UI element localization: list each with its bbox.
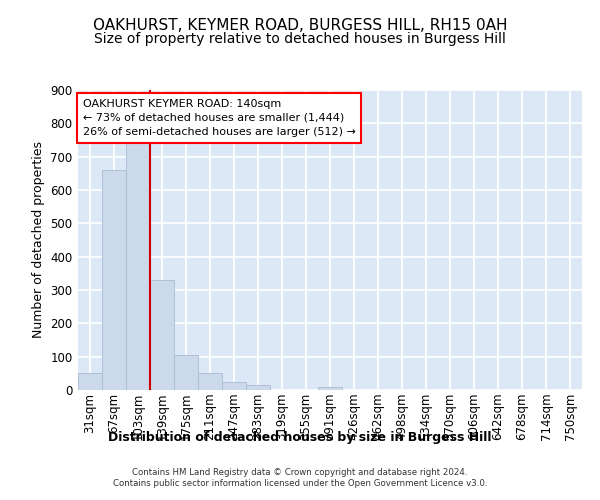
Bar [78,374,102,390]
Bar [222,382,246,390]
Bar [198,374,222,390]
Text: OAKHURST, KEYMER ROAD, BURGESS HILL, RH15 0AH: OAKHURST, KEYMER ROAD, BURGESS HILL, RH1… [93,18,507,32]
Bar [126,144,150,390]
Text: Contains HM Land Registry data © Crown copyright and database right 2024.
Contai: Contains HM Land Registry data © Crown c… [113,468,487,487]
Text: Distribution of detached houses by size in Burgess Hill: Distribution of detached houses by size … [108,431,492,444]
Text: Size of property relative to detached houses in Burgess Hill: Size of property relative to detached ho… [94,32,506,46]
Text: OAKHURST KEYMER ROAD: 140sqm
← 73% of detached houses are smaller (1,444)
26% of: OAKHURST KEYMER ROAD: 140sqm ← 73% of de… [83,99,356,137]
Bar [150,280,174,390]
Bar [318,386,342,390]
Y-axis label: Number of detached properties: Number of detached properties [32,142,44,338]
Bar [174,355,198,390]
Bar [102,170,126,390]
Bar [246,385,270,390]
